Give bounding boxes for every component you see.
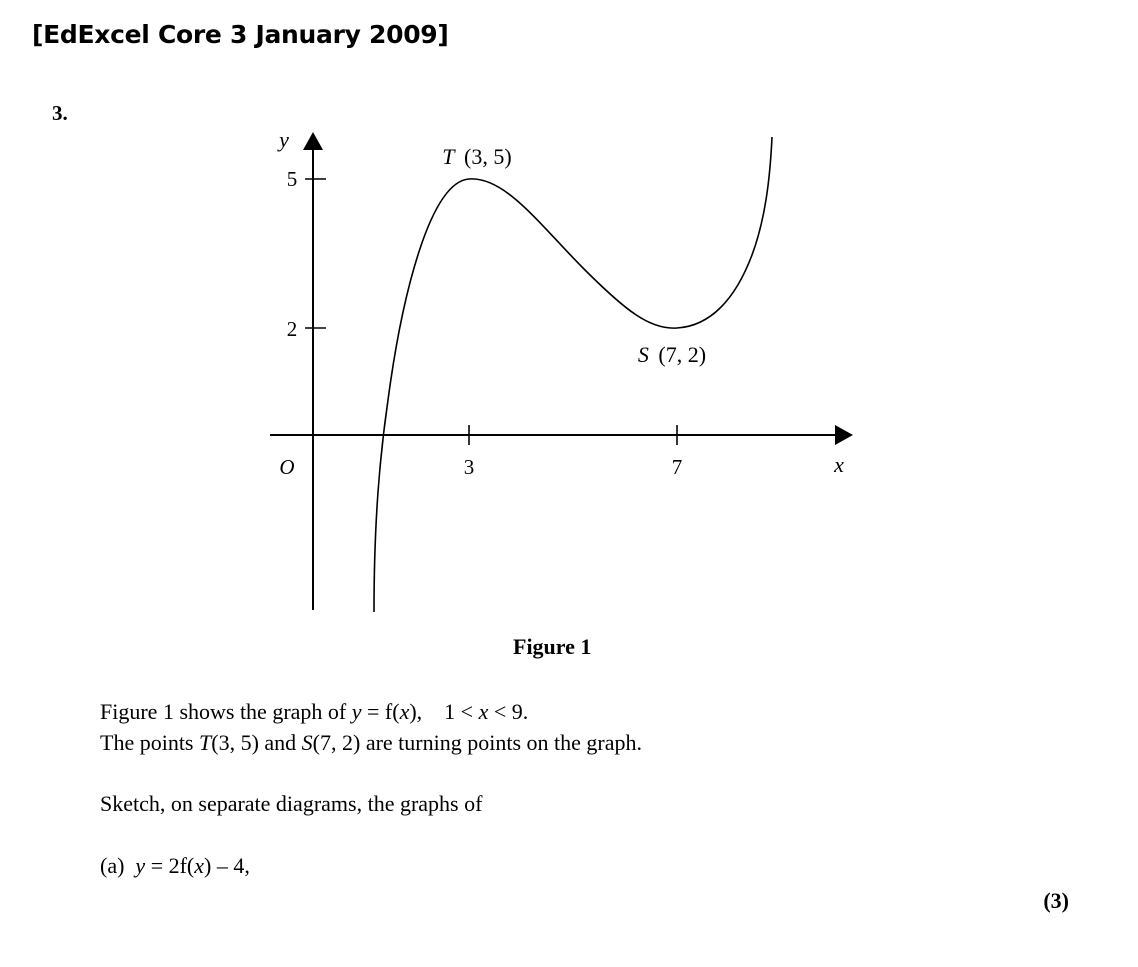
l1-eq: = f( <box>361 699 400 724</box>
marks-indicator: (3) <box>1043 888 1069 913</box>
part-a-end: ) – 4, <box>204 853 250 878</box>
point-t-label: T (3, 5) <box>442 144 511 169</box>
l1-dom-b: < 9. <box>488 699 529 724</box>
l1-x: x <box>399 699 410 724</box>
origin-label: O <box>279 455 294 479</box>
part-a-x: x <box>194 853 205 878</box>
l2-s: S <box>301 730 313 755</box>
l1-close: ), <box>409 699 423 724</box>
curve-f-of-x <box>373 136 773 613</box>
point-t-name: T <box>442 144 456 169</box>
x-axis-arrow <box>835 425 853 445</box>
point-s-name: S <box>638 342 649 367</box>
l2-b: (3, 5) and <box>211 730 302 755</box>
figure-caption: Figure 1 <box>513 634 592 659</box>
question-number: 3. <box>52 101 68 125</box>
l2-c: (7, 2) are turning points on the graph. <box>312 730 642 755</box>
y-tick-label-5: 5 <box>287 167 298 191</box>
l2-t: T <box>199 730 212 755</box>
x-tick-label-3: 3 <box>464 455 475 479</box>
question-text-line-2: The points T(3, 5) and S(7, 2) are turni… <box>100 730 642 756</box>
l2-a: The points <box>100 730 199 755</box>
question-text-line-3: Sketch, on separate diagrams, the graphs… <box>100 791 483 816</box>
point-t-coords: (3, 5) <box>464 144 512 169</box>
l1-pre: Figure 1 shows the graph of <box>100 699 352 724</box>
l1-dom-a: 1 < <box>444 699 479 724</box>
question-part-a: (a) y = 2f(x) – 4, <box>100 853 250 879</box>
l1-y: y <box>351 699 362 724</box>
point-s-label: S (7, 2) <box>638 342 706 367</box>
source-header: [EdExcel Core 3 January 2009] <box>32 20 449 49</box>
point-s-coords: (7, 2) <box>658 342 706 367</box>
l1-dom-x: x <box>478 699 489 724</box>
x-axis-label: x <box>833 452 844 477</box>
y-tick-label-2: 2 <box>287 317 298 341</box>
part-a-mid: = 2f( <box>145 853 195 878</box>
part-a-y: y <box>135 853 146 878</box>
question-text-line-1: Figure 1 shows the graph of y = f(x), 1 <… <box>100 699 528 725</box>
x-tick-label-7: 7 <box>672 455 683 479</box>
y-axis-label: y <box>277 127 289 152</box>
y-axis-arrow <box>303 132 323 150</box>
part-a-label: (a) <box>100 853 125 878</box>
